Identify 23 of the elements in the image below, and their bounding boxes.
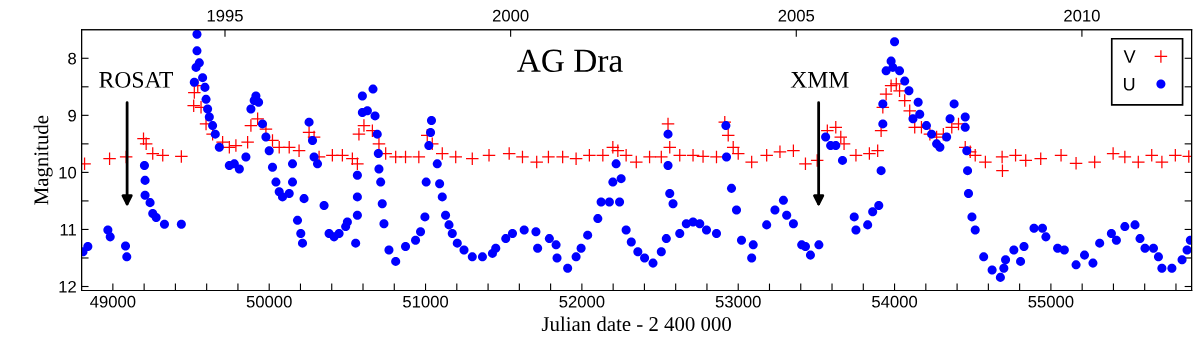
x2-tick-label: 2010 [1064,9,1100,22]
y-tick-label: 11 [60,224,76,236]
annotation: XMM [790,72,849,88]
y-tick-label: 8 [68,52,77,65]
x2-tick-label: 2005 [778,9,815,22]
y-tick-label: 9 [68,109,76,122]
x2-tick-label: 2000 [492,9,529,22]
y-tick-label: 12 [59,280,76,293]
annotation: ROSAT [99,71,173,88]
x-tick-label: 55000 [1028,295,1074,308]
legend-label: U [1123,77,1135,91]
legend-label: V [1123,50,1136,63]
x-tick-label: 54000 [872,295,918,308]
x2-tick-label: 1995 [207,9,243,22]
x-tick-label: 49000 [90,295,136,308]
chart-title: AG Dra [517,49,623,72]
y-axis-title: Magnitude [33,115,53,205]
x-tick-label: 53000 [715,295,761,308]
x-tick-label: 50000 [246,295,292,308]
x-axis-title: Julian date - 2 400 000 [541,316,731,332]
y-tick-label: 10 [59,166,77,179]
x-tick-label: 52000 [559,295,605,308]
x-tick-label: 51000 [403,295,449,308]
